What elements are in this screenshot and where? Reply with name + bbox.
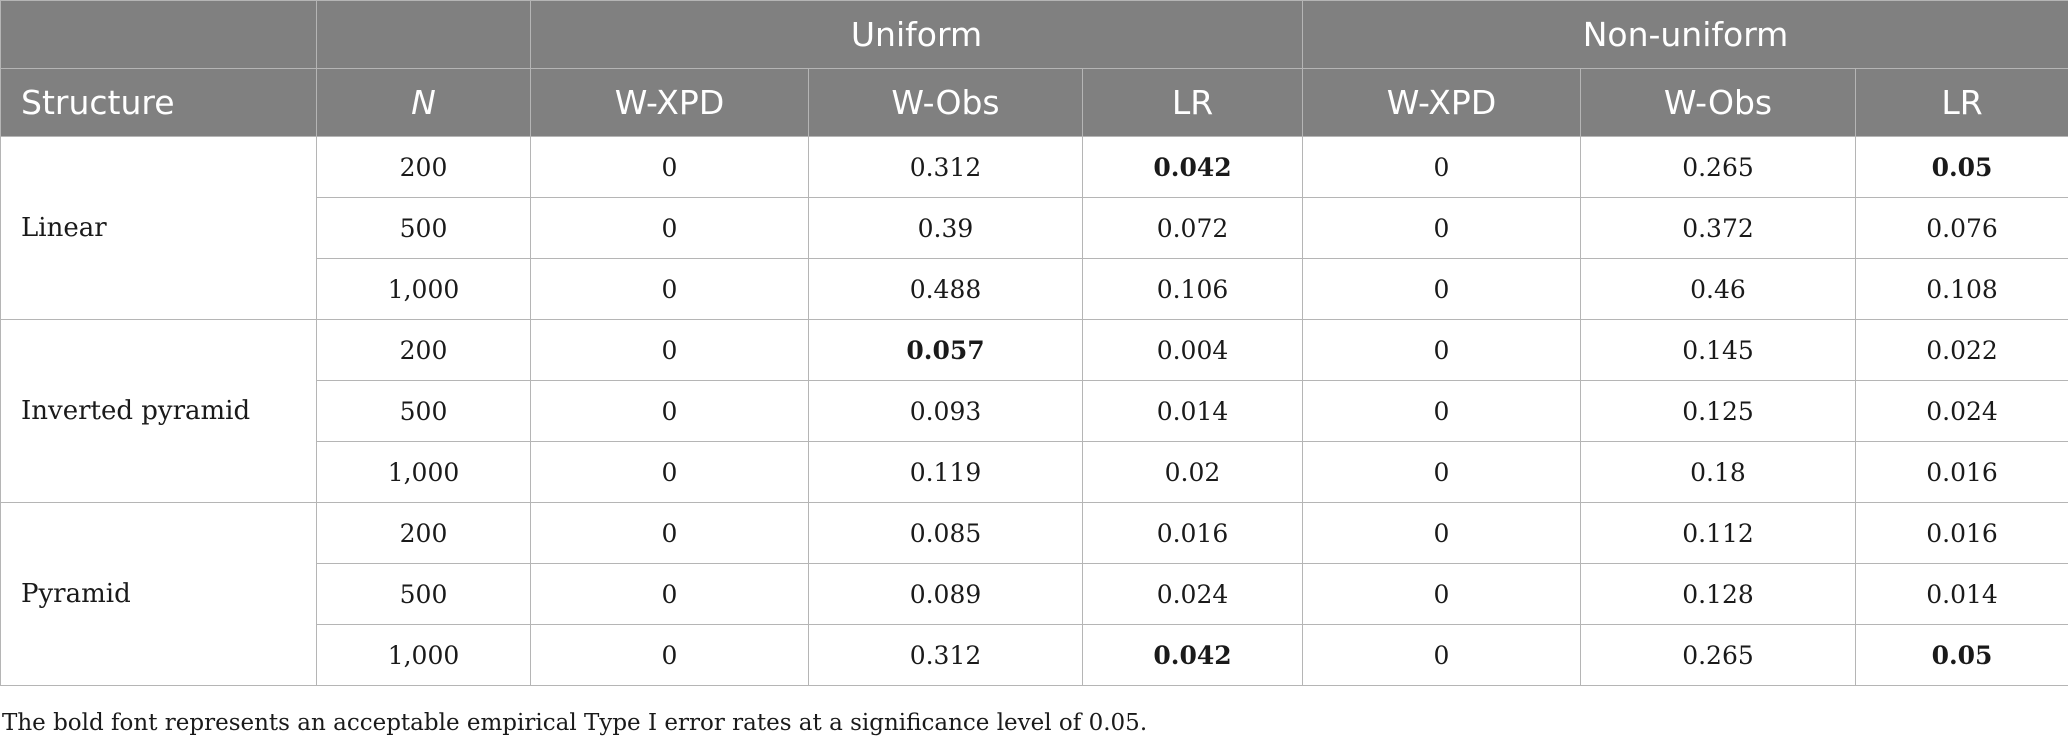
nonuniform-wobs-cell: 0.46 xyxy=(1580,258,1856,320)
nonuniform-wxpd-cell: 0 xyxy=(1302,380,1581,442)
nonuniform-wxpd-cell: 0 xyxy=(1302,441,1581,503)
nonuniform-lr-cell: 0.024 xyxy=(1854,380,2068,442)
table-body: Linear 200 0 0.312 0.042 0 0.265 0.05 500 0 0.39 0.… xyxy=(0,136,2068,686)
n-cell: 1,000 xyxy=(316,258,531,320)
nonuniform-wxpd-cell: 0 xyxy=(1302,258,1581,320)
n-cell: 1,000 xyxy=(316,624,531,686)
uniform-wobs-cell: 0.312 xyxy=(808,624,1083,686)
uniform-lr-cell: 0.042 xyxy=(1082,624,1303,686)
uniform-lr-cell: 0.016 xyxy=(1082,502,1303,564)
nonuniform-lr-cell: 0.05 xyxy=(1854,624,2068,686)
nonuniform-lr-cell: 0.014 xyxy=(1854,563,2068,625)
table-row: 500 0 0.39 0.072 0 0.372 0.076 xyxy=(1,197,2068,259)
nonuniform-wobs-cell: 0.128 xyxy=(1580,563,1856,625)
header-nonuniform-wxpd: W-XPD xyxy=(1302,68,1581,137)
uniform-wxpd-cell: 0 xyxy=(530,258,809,320)
uniform-wxpd-cell: 0 xyxy=(530,624,809,686)
uniform-wobs-cell: 0.39 xyxy=(808,197,1083,259)
uniform-lr-cell: 0.072 xyxy=(1082,197,1303,259)
n-cell: 200 xyxy=(316,502,531,564)
n-cell: 200 xyxy=(316,136,531,198)
nonuniform-lr-cell: 0.076 xyxy=(1854,197,2068,259)
header-nonuniform-lr: LR xyxy=(1854,68,2068,137)
n-cell: 500 xyxy=(316,563,531,625)
uniform-wxpd-cell: 0 xyxy=(530,380,809,442)
nonuniform-wobs-cell: 0.265 xyxy=(1580,136,1856,198)
nonuniform-lr-cell: 0.016 xyxy=(1854,441,2068,503)
header-empty-n xyxy=(316,0,531,69)
table-footnote: The bold font represents an acceptable e… xyxy=(2,710,1148,736)
nonuniform-wxpd-cell: 0 xyxy=(1302,502,1581,564)
results-table: Uniform Non-uniform Structure N W-XPD W-… xyxy=(0,0,2068,686)
table-row: 500 0 0.093 0.014 0 0.125 0.024 xyxy=(1,380,2068,442)
n-cell: 1,000 xyxy=(316,441,531,503)
nonuniform-lr-cell: 0.108 xyxy=(1854,258,2068,320)
nonuniform-wobs-cell: 0.18 xyxy=(1580,441,1856,503)
nonuniform-lr-cell: 0.022 xyxy=(1854,319,2068,381)
table-row: Pyramid 200 0 0.085 0.016 0 0.112 0.016 xyxy=(0,502,2068,686)
nonuniform-wobs-cell: 0.265 xyxy=(1580,624,1856,686)
table-row: 500 0 0.089 0.024 0 0.128 0.014 xyxy=(1,563,2068,625)
header-uniform-wobs: W-Obs xyxy=(808,68,1083,137)
nonuniform-wxpd-cell: 0 xyxy=(1302,563,1581,625)
nonuniform-lr-cell: 0.05 xyxy=(1854,136,2068,198)
uniform-wxpd-cell: 0 xyxy=(530,502,809,564)
table-row: 1,000 0 0.119 0.02 0 0.18 0.016 xyxy=(1,441,2068,503)
uniform-lr-cell: 0.014 xyxy=(1082,380,1303,442)
header-uniform-wxpd: W-XPD xyxy=(530,68,809,137)
uniform-lr-cell: 0.02 xyxy=(1082,441,1303,503)
header-empty-structure xyxy=(0,0,317,69)
header-uniform-lr: LR xyxy=(1082,68,1303,137)
n-cell: 500 xyxy=(316,197,531,259)
nonuniform-wxpd-cell: 0 xyxy=(1302,197,1581,259)
n-cell: 200 xyxy=(316,319,531,381)
header-group-nonuniform: Non-uniform xyxy=(1301,0,2068,69)
uniform-wobs-cell: 0.089 xyxy=(808,563,1083,625)
nonuniform-wobs-cell: 0.125 xyxy=(1580,380,1856,442)
table-row: 1,000 0 0.312 0.042 0 0.265 0.05 xyxy=(1,624,2068,686)
uniform-lr-cell: 0.106 xyxy=(1082,258,1303,320)
uniform-wobs-cell: 0.085 xyxy=(808,502,1083,564)
group-header-row: Uniform Non-uniform xyxy=(0,0,2068,69)
uniform-wobs-cell: 0.488 xyxy=(808,258,1083,320)
table-row: Inverted pyramid 200 0 0.057 0.004 0 0.145 0.02… xyxy=(0,319,2068,503)
structure-cell: Pyramid xyxy=(0,502,317,686)
table-header: Uniform Non-uniform Structure N W-XPD W-… xyxy=(0,0,2068,137)
header-n: N xyxy=(316,68,531,137)
table-container: Uniform Non-uniform Structure N W-XPD W-… xyxy=(0,0,2068,686)
structure-cell: Inverted pyramid xyxy=(0,319,317,503)
uniform-lr-cell: 0.004 xyxy=(1082,319,1303,381)
n-cell: 500 xyxy=(316,380,531,442)
uniform-wobs-cell: 0.312 xyxy=(808,136,1083,198)
uniform-wxpd-cell: 0 xyxy=(530,197,809,259)
nonuniform-wxpd-cell: 0 xyxy=(1302,624,1581,686)
uniform-wxpd-cell: 0 xyxy=(530,563,809,625)
uniform-lr-cell: 0.024 xyxy=(1082,563,1303,625)
uniform-wxpd-cell: 0 xyxy=(530,441,809,503)
header-group-uniform: Uniform xyxy=(530,0,1303,69)
table-row: Linear 200 0 0.312 0.042 0 0.265 0.05 xyxy=(0,136,2068,320)
nonuniform-wobs-cell: 0.372 xyxy=(1580,197,1856,259)
nonuniform-wxpd-cell: 0 xyxy=(1302,136,1581,198)
header-structure: Structure xyxy=(0,68,317,137)
nonuniform-wobs-cell: 0.112 xyxy=(1580,502,1856,564)
structure-cell: Linear xyxy=(0,136,317,320)
uniform-lr-cell: 0.042 xyxy=(1082,136,1303,198)
uniform-wobs-cell: 0.057 xyxy=(808,319,1083,381)
nonuniform-wxpd-cell: 0 xyxy=(1302,319,1581,381)
column-header-row: Structure N W-XPD W-Obs LR W-XPD W-Obs L… xyxy=(0,68,2068,137)
uniform-wxpd-cell: 0 xyxy=(530,319,809,381)
header-nonuniform-wobs: W-Obs xyxy=(1580,68,1856,137)
nonuniform-wobs-cell: 0.145 xyxy=(1580,319,1856,381)
nonuniform-lr-cell: 0.016 xyxy=(1854,502,2068,564)
uniform-wobs-cell: 0.093 xyxy=(808,380,1083,442)
uniform-wobs-cell: 0.119 xyxy=(808,441,1083,503)
uniform-wxpd-cell: 0 xyxy=(530,136,809,198)
